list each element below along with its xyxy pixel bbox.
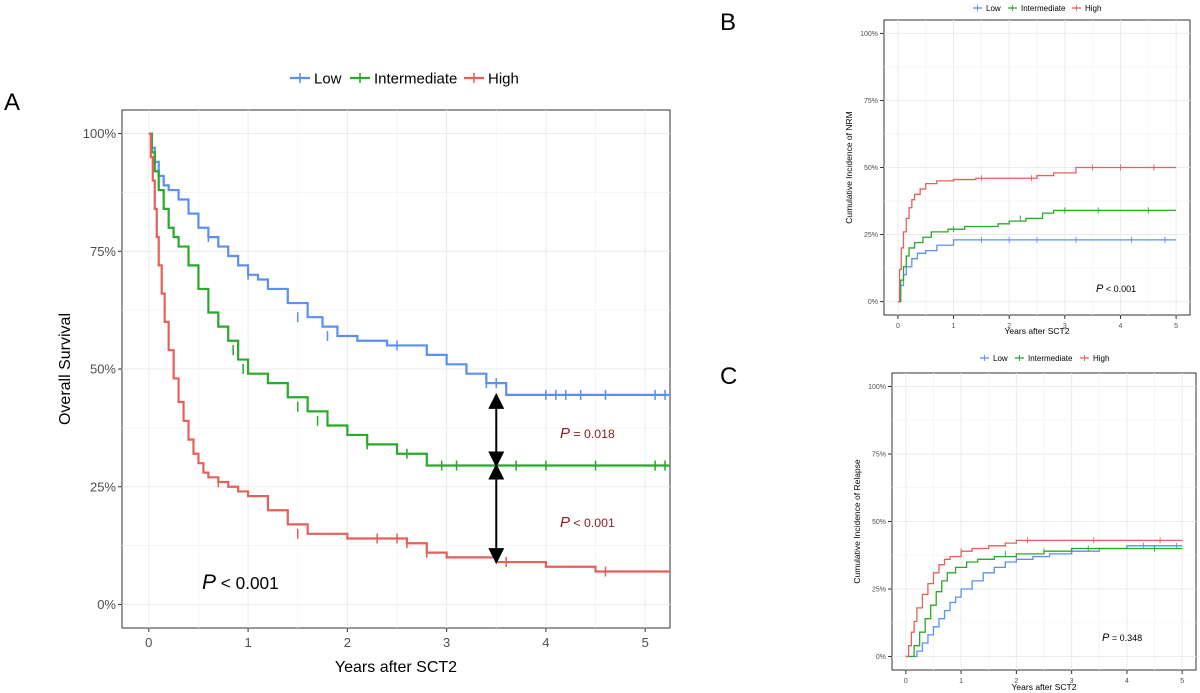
y-axis-label: Cumulative Incidence of NRM [844,111,854,223]
x-tick-label: 0 [896,323,900,330]
y-tick-label: 25% [872,586,886,593]
p-value-text: = 0.348 [1109,633,1142,643]
x-tick-label: 3 [443,635,450,650]
x-tick-label: 4 [1125,678,1129,685]
x-tick-label: 1 [952,323,956,330]
series-line-intermediate [897,209,1177,303]
p-value-annotation: P < 0.001 [560,514,615,531]
p-value-text: < 0.001 [570,516,615,530]
y-tick-label: 100% [83,126,117,141]
series-line-high [905,539,1183,658]
series-line-low [897,239,1177,303]
x-tick-label: 2 [344,635,351,650]
y-tick-label: 50% [90,362,116,377]
legend-entry-label: Low [993,354,1008,363]
panel-letter-a: A [4,89,20,116]
x-tick-label: 2 [1014,678,1018,685]
p-value-annotation: P < 0.001 [202,571,279,594]
legend-entry-label: Intermediate [374,70,457,87]
p-value-italic-p: P [1096,283,1104,295]
series-line-low [905,545,1183,658]
legend-entry-label: High [488,70,519,87]
x-tick-label: 2 [1007,323,1011,330]
x-tick-label: 0 [904,678,908,685]
series-line-high [897,166,1177,303]
y-axis-label: Cumulative Incidence of Relapse [852,459,862,584]
legend-entry-label: Low [314,70,342,87]
y-tick-label: 75% [872,451,886,458]
p-value-annotation: P = 0.018 [560,425,615,442]
x-axis-label: Years after SCT2 [1012,682,1077,692]
legend-entry-label: High [1093,354,1109,363]
y-axis-label: Overall Survival [57,313,74,425]
p-value-italic-p: P [202,571,216,594]
p-value-text: < 0.001 [216,573,279,593]
p-value-annotation: P = 0.348 [1102,632,1142,644]
p-value-italic-p: P [560,425,570,442]
legend-entry-label: High [1085,4,1101,13]
y-tick-label: 100% [860,31,878,38]
y-tick-label: 100% [868,384,886,391]
y-tick-label: 50% [872,519,886,526]
p-value-italic-p: P [560,514,570,531]
x-tick-label: 1 [959,678,963,685]
panel-c-relapse-chart: 0 1 2 3 4 50%25%50%75%100%Years after SCT2Cum… [852,354,1197,692]
p-value-italic-p: P [1102,632,1110,644]
y-tick-label: 25% [90,479,116,494]
panel-letter-c: C [720,363,737,390]
x-tick-label: 5 [642,635,649,650]
x-tick-label: 4 [1119,323,1123,330]
panel-letter-b: B [720,9,736,36]
p-value-text: < 0.001 [1103,284,1136,294]
y-tick-label: 50% [864,165,878,172]
panel-b-nrm-chart: 0 1 2 3 4 50%25%50%75%100%Years after SCT2Cum… [844,4,1191,336]
x-tick-label: 3 [1063,323,1067,330]
x-axis-label: Years after SCT2 [335,659,457,676]
y-tick-label: 25% [864,232,878,239]
x-tick-label: 1 [244,635,251,650]
series-line-high [148,132,670,573]
x-tick-label: 4 [542,635,549,650]
x-tick-label: 3 [1070,678,1074,685]
panel-a-survival-chart: 0 1 2 3 4 50%25%50%75%100%Years after SCT2Ove… [57,70,671,676]
y-tick-label: 75% [90,244,116,259]
x-tick-label: 0 [145,635,152,650]
p-value-text: = 0.018 [570,427,615,441]
y-tick-label: 0% [97,597,116,612]
series-line-intermediate [905,547,1183,658]
y-tick-label: 0% [876,654,886,661]
p-value-annotation: P < 0.001 [1096,283,1136,295]
x-tick-label: 5 [1180,678,1184,685]
legend-entry-label: Intermediate [1021,4,1066,13]
x-tick-label: 5 [1174,323,1178,330]
legend-entry-label: Low [986,4,1001,13]
x-axis-label: Years after SCT2 [1005,326,1070,336]
y-tick-label: 0% [868,299,878,306]
series-line-intermediate [148,132,670,467]
y-tick-label: 75% [864,98,878,105]
series-line-low [148,132,670,396]
legend-entry-label: Intermediate [1028,354,1073,363]
